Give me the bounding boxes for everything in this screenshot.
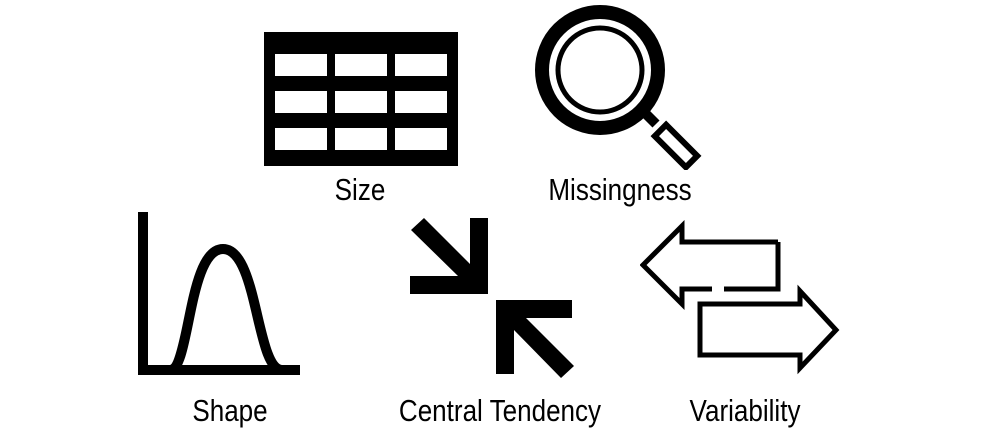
missingness-label: Missingness: [548, 172, 692, 207]
shape-item: Shape: [120, 205, 340, 436]
shape-label: Shape: [192, 393, 268, 428]
variability-item: Variability: [630, 218, 860, 436]
central-tendency-label: Central Tendency: [398, 393, 602, 428]
table-icon: [264, 32, 458, 166]
size-label: Size: [334, 172, 386, 207]
central-tendency-item: Central Tendency: [370, 210, 630, 436]
magnifier-icon: [535, 5, 702, 170]
exchange-arrows-icon: [640, 219, 840, 375]
missingness-item: Missingness: [520, 0, 720, 210]
variability-label: Variability: [689, 393, 801, 428]
size-item: Size: [250, 20, 470, 210]
converging-arrows-icon: [410, 218, 574, 378]
distribution-curve-icon: [138, 212, 300, 375]
